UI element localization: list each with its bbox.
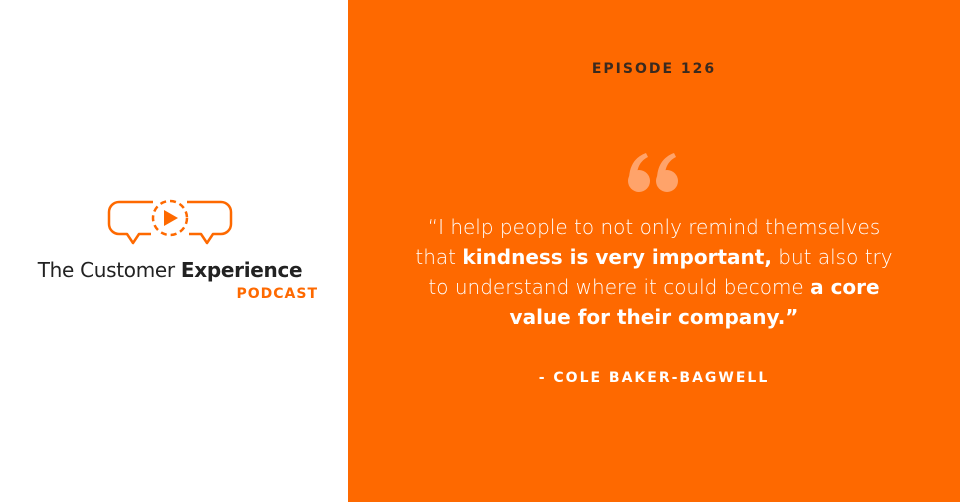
logo-panel: The Customer Experience PODCAST (0, 0, 348, 502)
quote: “I help people to not only remind themse… (408, 212, 900, 332)
logo-title-regular: The Customer (37, 258, 175, 282)
episode-label: EPISODE 126 (591, 61, 717, 77)
logo-icon (107, 199, 233, 245)
logo-title: The Customer Experience (0, 258, 340, 282)
quote-text: “I help people to not only remind themse… (415, 215, 881, 269)
quote-emphasis: a core value for their company.” (509, 275, 880, 329)
logo-subtitle: PODCAST (236, 286, 318, 302)
quote-text: but also try to understand where it coul… (428, 245, 893, 299)
quote-emphasis: kindness is very important, (462, 245, 772, 269)
author: - COLE BAKER-BAGWELL (538, 370, 770, 386)
quote-icon (628, 153, 678, 192)
quote-panel: EPISODE 126 “I help people to not only r… (348, 0, 960, 502)
logo-title-bold: Experience (180, 258, 303, 282)
